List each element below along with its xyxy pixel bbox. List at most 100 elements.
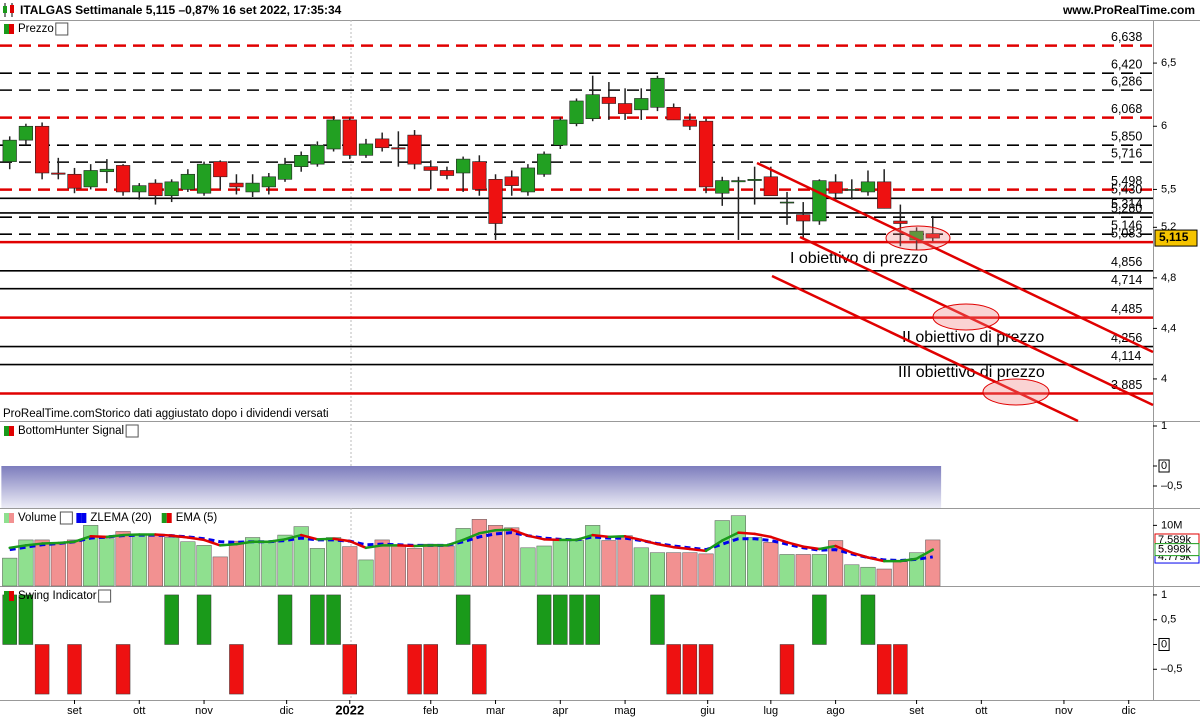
- signal-bar: [697, 466, 715, 508]
- settings-icon[interactable]: [98, 589, 112, 603]
- volume-bar: [795, 554, 811, 587]
- volume-bar: [585, 525, 601, 587]
- volume-bar: [147, 534, 163, 587]
- settings-icon[interactable]: [55, 22, 69, 36]
- x-tick-label: 2022: [335, 702, 364, 717]
- candle-body: [504, 176, 519, 186]
- volume-bar: [131, 533, 147, 587]
- candle-body: [747, 179, 762, 181]
- candle-body: [472, 161, 487, 190]
- candle-body: [779, 201, 795, 204]
- volume-bar: [374, 539, 390, 587]
- signal-bar: [746, 466, 763, 508]
- ema-segment: [186, 536, 206, 542]
- volume-bar: [682, 552, 698, 587]
- y-tick-label: –0,5: [1161, 480, 1182, 492]
- signal-bar: [535, 466, 553, 508]
- price-level-label: 4,856: [1111, 255, 1142, 269]
- y-tick-label: 4,4: [1161, 322, 1176, 334]
- swing-bar: [342, 644, 357, 695]
- candle-body: [35, 125, 50, 174]
- ema-segment: [332, 537, 352, 543]
- volume-bar: [439, 545, 455, 587]
- x-tick-label: ago: [826, 705, 844, 717]
- target-ellipse[interactable]: [982, 378, 1050, 406]
- volume-bar: [617, 535, 633, 587]
- price-level-label: 6,286: [1111, 74, 1142, 88]
- signal-bar: [211, 466, 229, 508]
- ema-segment: [801, 545, 821, 551]
- y-tick-label: 10M: [1161, 519, 1182, 531]
- price-level-label: 5,850: [1111, 129, 1142, 143]
- zero-box: [1158, 459, 1170, 473]
- signal-bar: [665, 466, 683, 508]
- target-ellipse[interactable]: [885, 225, 951, 251]
- price-level-label: 5,280: [1111, 202, 1142, 216]
- legend-icon: [166, 513, 172, 523]
- x-tick-label: nov: [195, 705, 213, 717]
- ema-segment: [8, 544, 28, 550]
- trend-line[interactable]: [771, 274, 1079, 423]
- x-tick-label: ott: [975, 705, 987, 717]
- candle-body: [51, 172, 66, 175]
- signal-bar: [82, 466, 100, 508]
- settings-icon[interactable]: [125, 424, 139, 438]
- signal-bar: [422, 466, 440, 508]
- legend-icon: [4, 24, 9, 34]
- header-site[interactable]: www.ProRealTime.com: [1062, 3, 1195, 17]
- signal-bar: [17, 466, 35, 508]
- legend-label: ZLEMA (20): [90, 512, 152, 524]
- settings-icon[interactable]: [59, 511, 73, 525]
- y-tick-label: 1: [1161, 420, 1167, 432]
- panel-title: Swing Indicator: [18, 590, 97, 602]
- candle-body: [310, 144, 325, 165]
- candle-body: [375, 138, 390, 149]
- volume-bar: [536, 545, 552, 587]
- ema-segment: [769, 535, 789, 544]
- trend-line[interactable]: [799, 235, 1154, 407]
- swing-bar: [164, 594, 179, 645]
- volume-bar: [811, 554, 827, 587]
- candle-body: [537, 153, 552, 175]
- candle-body: [213, 161, 228, 178]
- signal-bar: [276, 466, 294, 508]
- price-level-label: 6,420: [1111, 57, 1142, 71]
- ema-segment: [299, 533, 319, 541]
- volume-bar: [326, 537, 342, 587]
- panel-title: Prezzo: [18, 23, 54, 35]
- x-tick-label: set: [67, 705, 82, 717]
- candle-body: [601, 96, 616, 104]
- swing-bar: [18, 594, 34, 645]
- trend-line[interactable]: [756, 161, 1154, 354]
- signal-bar: [519, 466, 537, 508]
- signal-bar: [713, 466, 731, 508]
- price-level-label: 4,485: [1111, 302, 1142, 316]
- volume-bar: [99, 538, 115, 587]
- candle-body: [585, 94, 600, 119]
- signal-bar: [924, 466, 942, 508]
- volume-bar: [504, 527, 520, 587]
- ema-segment: [850, 551, 870, 559]
- signal-bar: [843, 466, 861, 508]
- legend-icon: [81, 513, 87, 523]
- volume-bar: [390, 544, 406, 587]
- volume-bar: [925, 539, 941, 587]
- volume-bar: [2, 557, 18, 587]
- signal-bar: [98, 466, 116, 508]
- candle-body: [229, 182, 244, 188]
- swing-bar: [67, 644, 82, 695]
- signal-bar: [147, 466, 164, 508]
- volume-bar: [245, 537, 261, 587]
- x-tick-label: lug: [763, 705, 778, 717]
- target-ellipse[interactable]: [932, 303, 1000, 331]
- ema-segment: [591, 533, 611, 539]
- candle-body: [83, 170, 98, 188]
- candle-body: [439, 170, 455, 176]
- signal-bar: [503, 466, 521, 508]
- swing-bar: [569, 594, 584, 645]
- legend-label: Volume: [18, 512, 56, 524]
- candle-body: [132, 185, 147, 193]
- ema-segment: [397, 544, 416, 548]
- signal-bar: [163, 466, 181, 508]
